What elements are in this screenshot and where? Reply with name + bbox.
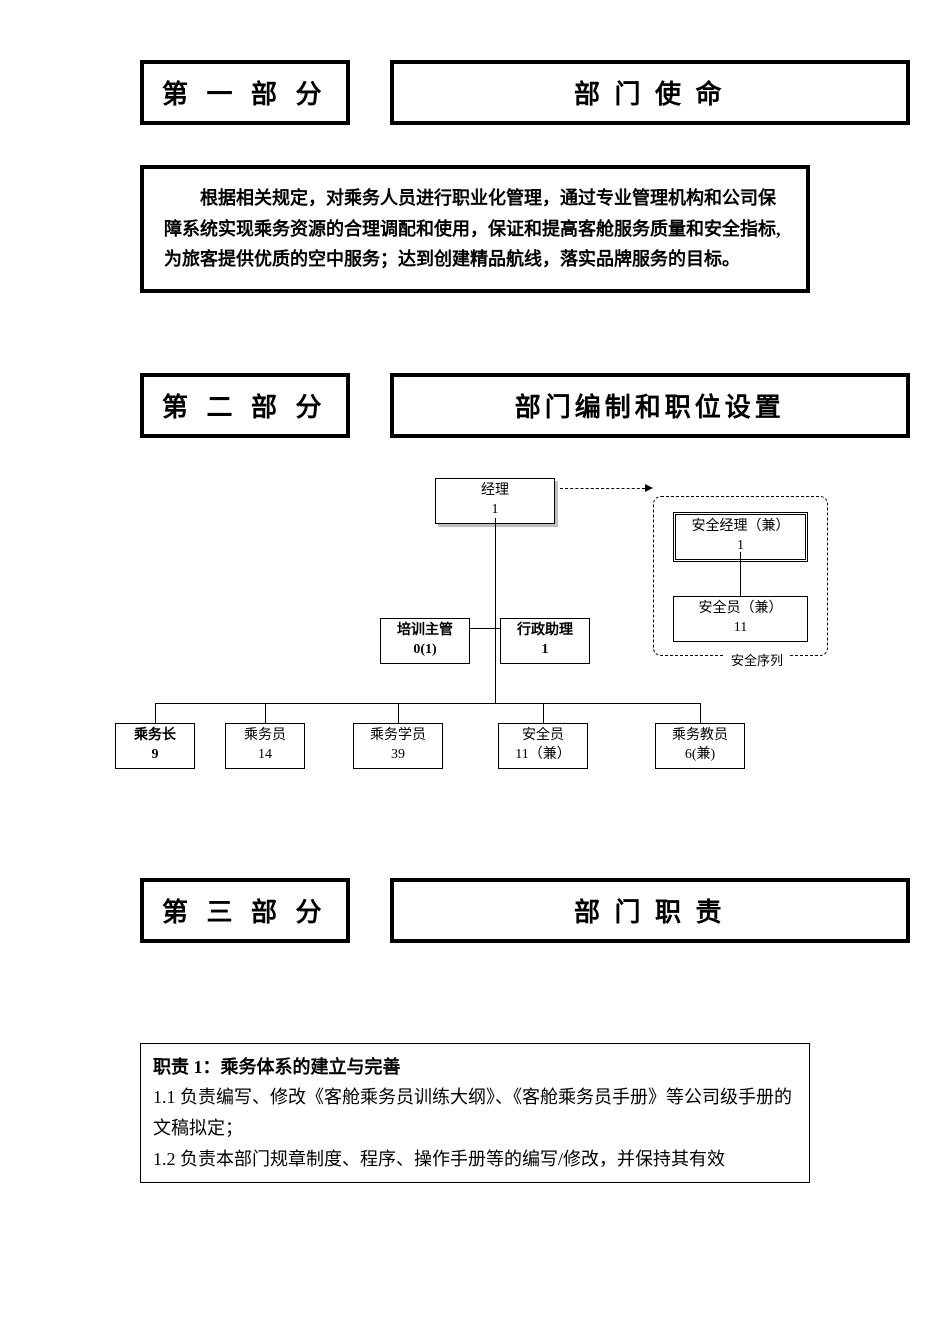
node-safety-officer-count: 11	[678, 619, 803, 638]
node-instructor-label: 乘务教员	[660, 727, 740, 746]
node-admin-assistant: 行政助理 1	[500, 618, 590, 664]
node-instructor-count: 6(兼)	[660, 746, 740, 765]
section-3-header: 第 三 部 分 部 门 职 责	[40, 878, 910, 943]
connector-leaf-3	[398, 703, 399, 723]
part-2-label: 第 二 部 分	[140, 373, 350, 438]
part-3-title: 部 门 职 责	[390, 878, 910, 943]
part-1-title: 部 门 使 命	[390, 60, 910, 125]
node-safety-officer-leaf-count: 11（兼）	[503, 746, 583, 765]
connector-leaf-2	[265, 703, 266, 723]
node-admin-count: 1	[505, 641, 585, 660]
part-3-label: 第 三 部 分	[140, 878, 350, 943]
mission-statement: 根据相关规定，对乘务人员进行职业化管理，通过专业管理机构和公司保障系统实现乘务资…	[140, 165, 810, 293]
node-safety-officer-leaf-label: 安全员	[503, 727, 583, 746]
part-2-title: 部门编制和职位设置	[390, 373, 910, 438]
node-training-supervisor: 培训主管 0(1)	[380, 618, 470, 664]
arrow-head-icon	[645, 484, 653, 492]
node-manager-count: 1	[440, 501, 550, 520]
node-safety-officer: 安全员（兼） 11	[673, 596, 808, 642]
duties-box: 职责 1：乘务体系的建立与完善 1.1 负责编写、修改《客舱乘务员训练大纲》、《…	[140, 1043, 810, 1183]
node-steward: 乘务员 14	[225, 723, 305, 769]
node-steward-lead-count: 9	[120, 746, 190, 765]
duty-1-1: 1.1 负责编写、修改《客舱乘务员训练大纲》、《客舱乘务员手册》等公司级手册的文…	[153, 1082, 797, 1143]
duty-1-2: 1.2 负责本部门规章制度、程序、操作手册等的编写/修改，并保持其有效	[153, 1144, 797, 1175]
connector-leaf-5	[700, 703, 701, 723]
connector-leaf-bus	[155, 703, 700, 704]
safety-group-label: 安全序列	[725, 650, 789, 669]
node-manager: 经理 1	[435, 478, 555, 524]
arrow-to-safety	[560, 488, 645, 489]
node-steward-lead-label: 乘务长	[120, 727, 190, 746]
node-safety-officer-label: 安全员（兼）	[678, 600, 803, 619]
node-manager-label: 经理	[440, 482, 550, 501]
org-chart: 经理 1 培训主管 0(1) 行政助理 1 乘务长 9 乘务员 14 乘务学员 …	[105, 478, 845, 798]
node-admin-label: 行政助理	[505, 622, 585, 641]
section-1-header: 第 一 部 分 部 门 使 命	[40, 60, 910, 125]
node-steward-label: 乘务员	[230, 727, 300, 746]
node-safety-officer-leaf: 安全员 11（兼）	[498, 723, 588, 769]
duty-1-title: 职责 1：乘务体系的建立与完善	[153, 1052, 797, 1083]
node-training-label: 培训主管	[385, 622, 465, 641]
connector-safety-v	[740, 552, 741, 596]
node-trainee: 乘务学员 39	[353, 723, 443, 769]
connector-leaf-4	[543, 703, 544, 723]
node-instructor: 乘务教员 6(兼)	[655, 723, 745, 769]
node-trainee-count: 39	[358, 746, 438, 765]
connector-root-down	[495, 518, 496, 703]
part-1-label: 第 一 部 分	[140, 60, 350, 125]
node-safety-manager-label: 安全经理（兼）	[680, 518, 801, 537]
node-trainee-label: 乘务学员	[358, 727, 438, 746]
node-steward-lead: 乘务长 9	[115, 723, 195, 769]
node-training-count: 0(1)	[385, 641, 465, 660]
node-steward-count: 14	[230, 746, 300, 765]
connector-leaf-1	[155, 703, 156, 723]
section-2-header: 第 二 部 分 部门编制和职位设置	[40, 373, 910, 438]
